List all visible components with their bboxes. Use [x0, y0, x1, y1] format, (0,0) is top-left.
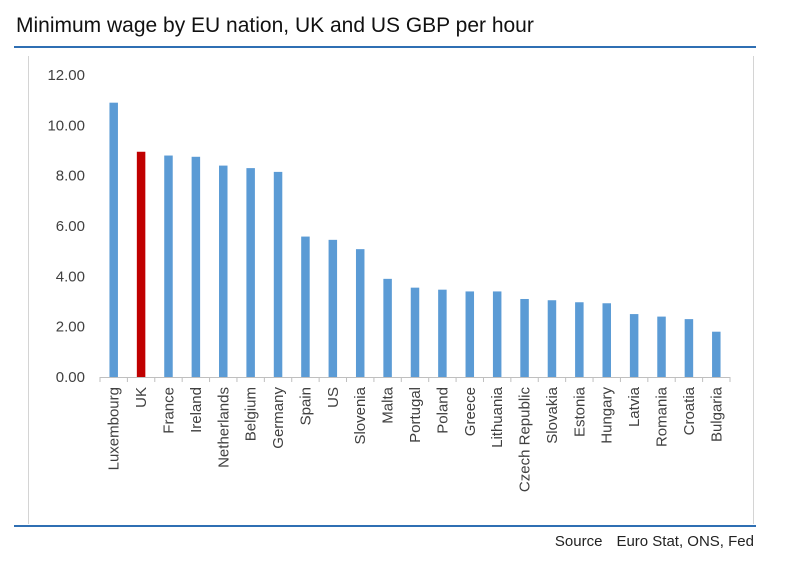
bar-uk	[136, 151, 146, 377]
x-tick-label: Estonia	[571, 386, 588, 437]
y-tick-label: 0.00	[56, 369, 85, 386]
bar-lithuania	[492, 291, 502, 377]
x-tick-label: Malta	[380, 386, 397, 423]
y-tick-label: 4.00	[56, 268, 85, 285]
bar-czech-republic	[520, 298, 529, 377]
y-axis: 0.00 2.00 4.00 6.00 8.00 10.00 12.00	[47, 67, 85, 386]
bar-us	[328, 239, 338, 377]
x-tick-label: Netherlands	[215, 387, 232, 468]
source-text: Euro Stat, ONS, Fed	[616, 533, 754, 550]
x-tick-label: Ireland	[188, 387, 205, 433]
bar-estonia	[575, 302, 584, 377]
x-axis: Luxembourg UK France Ireland Netherlands Belg…	[99, 377, 731, 493]
bar-netherlands	[219, 165, 228, 377]
bar-greece	[465, 291, 475, 377]
x-tick-label: US	[325, 387, 342, 408]
x-tick-label: Belgium	[243, 387, 260, 441]
bar-ireland	[191, 156, 201, 377]
x-tick-label: France	[160, 387, 177, 434]
bar-luxembourg	[109, 102, 118, 377]
bar-hungary	[602, 303, 611, 377]
x-tick-label: UK	[133, 387, 150, 408]
source-label: Source	[554, 533, 603, 550]
x-tick-label: Croatia	[681, 386, 698, 435]
bar-latvia	[629, 314, 639, 377]
bar-slovakia	[547, 300, 557, 377]
y-tick-label: 10.00	[47, 117, 85, 134]
x-tick-label: Bulgaria	[708, 386, 725, 442]
x-tick-label: Spain	[297, 387, 314, 425]
bar-germany	[273, 171, 283, 377]
x-tick-label: Latvia	[626, 386, 643, 427]
x-tick-label: Portugal	[407, 387, 424, 443]
y-tick-label: 2.00	[56, 319, 85, 336]
x-tick-label: Slovakia	[544, 386, 561, 443]
y-tick-label: 8.00	[56, 168, 85, 185]
bar-france	[164, 155, 173, 377]
bar-slovenia	[355, 249, 365, 377]
bar-poland	[438, 289, 447, 377]
x-tick-label: Greece	[462, 387, 479, 436]
x-tick-label: Czech Republic	[517, 387, 534, 493]
x-tick-label: Germany	[270, 387, 287, 449]
y-tick-label: 6.00	[56, 218, 85, 235]
bar-spain	[301, 236, 310, 377]
bar-belgium	[246, 168, 255, 377]
x-tick-label: Slovenia	[352, 386, 369, 444]
bar-croatia	[684, 319, 694, 377]
y-tick-label: 12.00	[47, 67, 85, 84]
chart-frame	[28, 56, 754, 524]
bar-portugal	[410, 287, 420, 377]
footer-rule	[14, 525, 756, 527]
source-note: Source Euro Stat, ONS, Fed	[555, 533, 754, 550]
bar-malta	[383, 278, 392, 377]
x-tick-label: Romania	[654, 386, 671, 447]
x-tick-label: Hungary	[599, 387, 616, 444]
bars	[109, 102, 721, 377]
x-tick-label: Luxembourg	[106, 387, 123, 470]
bar-romania	[657, 316, 666, 377]
x-tick-label: Poland	[434, 387, 451, 434]
page-title: Minimum wage by EU nation, UK and US GBP…	[16, 14, 534, 37]
bar-bulgaria	[712, 331, 721, 377]
x-tick-label: Lithuania	[489, 386, 506, 448]
title-rule	[14, 46, 756, 48]
